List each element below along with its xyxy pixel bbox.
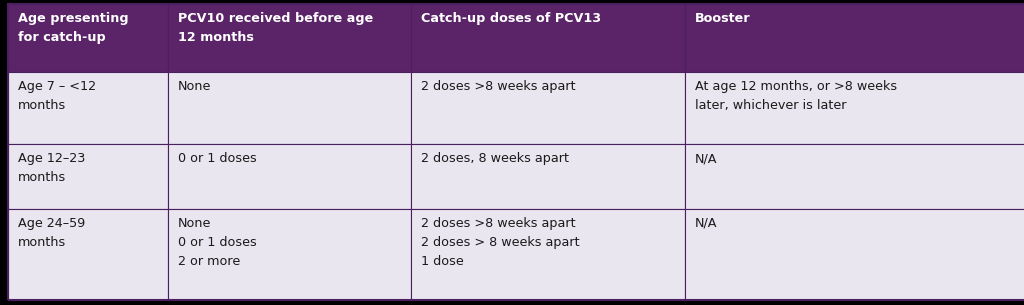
Text: N/A: N/A — [695, 217, 718, 230]
Text: 2 doses >8 weeks apart
2 doses > 8 weeks apart
1 dose: 2 doses >8 weeks apart 2 doses > 8 weeks… — [421, 217, 580, 268]
Bar — [411, 209, 685, 300]
Bar — [168, 209, 411, 300]
Bar — [168, 144, 411, 209]
Text: None
0 or 1 doses
2 or more: None 0 or 1 doses 2 or more — [178, 217, 257, 268]
Text: 2 doses >8 weeks apart: 2 doses >8 weeks apart — [421, 80, 575, 93]
Text: N/A: N/A — [695, 152, 718, 165]
Text: 0 or 1 doses: 0 or 1 doses — [178, 152, 257, 165]
Text: PCV10 received before age
12 months: PCV10 received before age 12 months — [178, 12, 374, 44]
Bar — [8, 72, 168, 144]
Text: 2 doses, 8 weeks apart: 2 doses, 8 weeks apart — [421, 152, 569, 165]
Text: At age 12 months, or >8 weeks
later, whichever is later: At age 12 months, or >8 weeks later, whi… — [695, 80, 897, 112]
Bar — [8, 144, 168, 209]
Text: Age presenting
for catch-up: Age presenting for catch-up — [18, 12, 129, 44]
Bar — [685, 4, 1024, 72]
Text: None: None — [178, 80, 211, 93]
Bar — [8, 4, 168, 72]
Bar — [8, 209, 168, 300]
Text: Age 24–59
months: Age 24–59 months — [18, 217, 85, 249]
Bar — [411, 4, 685, 72]
Bar — [411, 72, 685, 144]
Text: Age 12–23
months: Age 12–23 months — [18, 152, 85, 184]
Text: Age 7 – <12
months: Age 7 – <12 months — [18, 80, 96, 112]
Bar — [168, 72, 411, 144]
Bar — [168, 4, 411, 72]
Bar — [685, 72, 1024, 144]
Bar — [685, 144, 1024, 209]
Bar — [685, 209, 1024, 300]
Text: Catch-up doses of PCV13: Catch-up doses of PCV13 — [421, 12, 601, 25]
Bar — [411, 144, 685, 209]
Text: Booster: Booster — [695, 12, 751, 25]
